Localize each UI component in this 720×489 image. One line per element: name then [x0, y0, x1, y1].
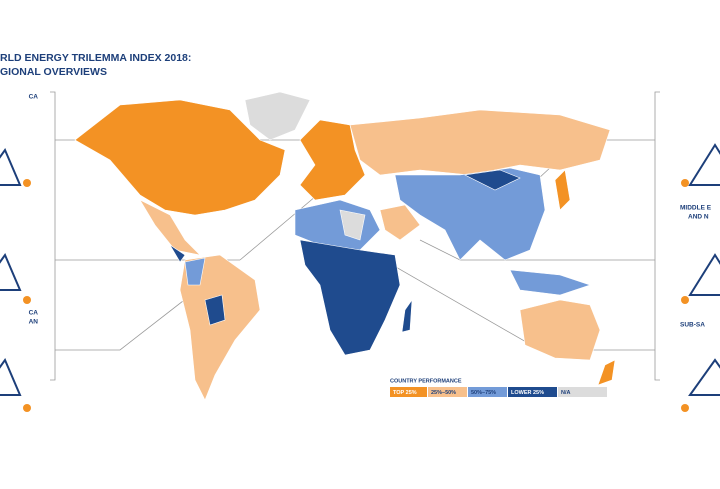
panel-labels: CA CA AN MIDDLE E AND N SUB-SA [29, 94, 712, 329]
title-line: GIONAL OVERVIEWS [0, 66, 107, 78]
panel-label: CA [29, 310, 39, 317]
legend-swatch [468, 387, 507, 397]
legend-swatch [558, 387, 607, 397]
dots [23, 179, 689, 412]
world-map [74, 91, 616, 401]
panel-label: AN [29, 319, 39, 326]
legend-title: COUNTRY PERFORMANCE [390, 378, 462, 384]
legend-label: 50%–75% [471, 390, 496, 396]
legend-label: N/A [561, 390, 571, 396]
panel-label: AND N [688, 214, 709, 221]
legend-label: 25%–50% [431, 390, 456, 396]
title-line: RLD ENERGY TRILEMMA INDEX 2018: [0, 52, 191, 64]
legend: TOP 25% 25%–50% 50%–75% LOWER 25% N/A [390, 387, 607, 397]
legend-swatch [508, 387, 557, 397]
panel-label: MIDDLE E [680, 205, 712, 212]
legend-swatch [428, 387, 467, 397]
triangle-icons [0, 143, 720, 396]
panel-label: SUB-SA [680, 322, 705, 329]
panel-label: CA [29, 94, 39, 101]
legend-label: LOWER 25% [511, 390, 544, 396]
legend-swatch [390, 387, 427, 397]
legend-label: TOP 25% [393, 390, 417, 396]
